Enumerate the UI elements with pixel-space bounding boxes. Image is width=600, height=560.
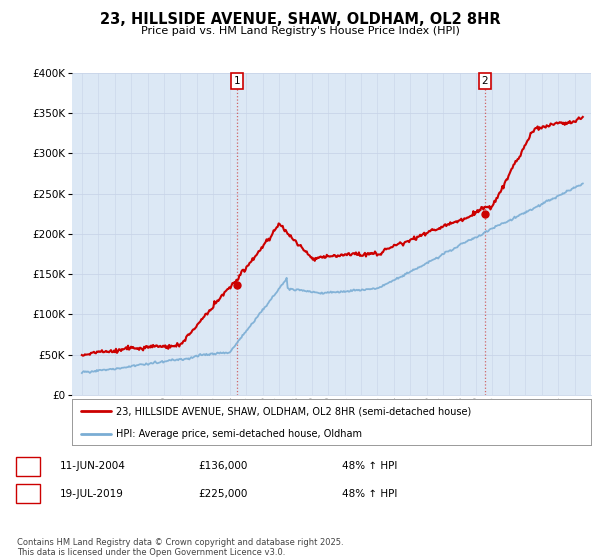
Text: 48% ↑ HPI: 48% ↑ HPI: [342, 489, 397, 499]
Text: 11-JUN-2004: 11-JUN-2004: [60, 461, 126, 472]
Text: 1: 1: [25, 461, 32, 472]
Text: 2: 2: [482, 76, 488, 86]
Text: £136,000: £136,000: [198, 461, 247, 472]
Text: Price paid vs. HM Land Registry's House Price Index (HPI): Price paid vs. HM Land Registry's House …: [140, 26, 460, 36]
Text: HPI: Average price, semi-detached house, Oldham: HPI: Average price, semi-detached house,…: [116, 429, 362, 439]
Text: 2: 2: [25, 489, 32, 499]
Text: 23, HILLSIDE AVENUE, SHAW, OLDHAM, OL2 8HR: 23, HILLSIDE AVENUE, SHAW, OLDHAM, OL2 8…: [100, 12, 500, 27]
Text: 23, HILLSIDE AVENUE, SHAW, OLDHAM, OL2 8HR (semi-detached house): 23, HILLSIDE AVENUE, SHAW, OLDHAM, OL2 8…: [116, 406, 472, 416]
Text: 1: 1: [233, 76, 240, 86]
Text: 19-JUL-2019: 19-JUL-2019: [60, 489, 124, 499]
Text: Contains HM Land Registry data © Crown copyright and database right 2025.
This d: Contains HM Land Registry data © Crown c…: [17, 538, 343, 557]
Text: 48% ↑ HPI: 48% ↑ HPI: [342, 461, 397, 472]
Text: £225,000: £225,000: [198, 489, 247, 499]
